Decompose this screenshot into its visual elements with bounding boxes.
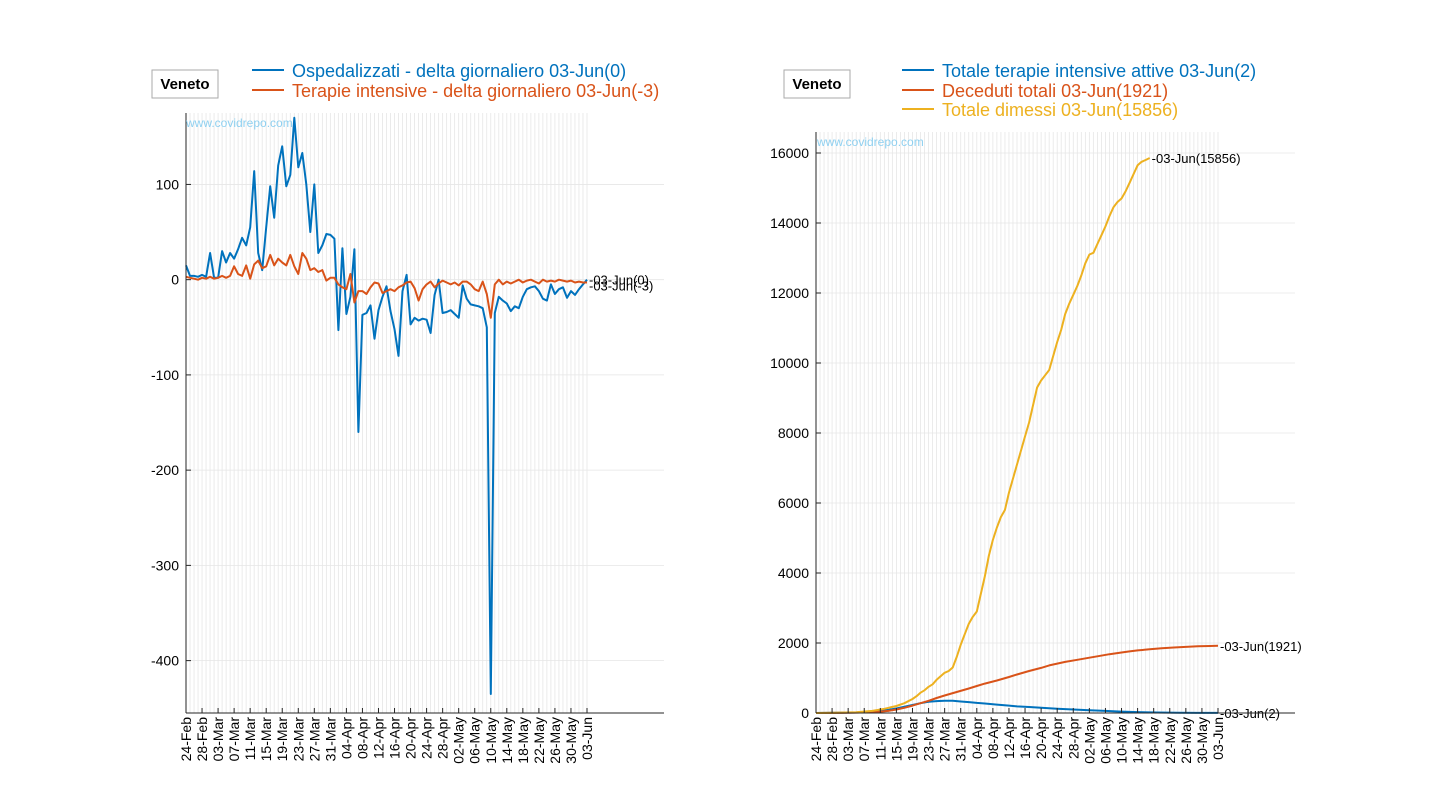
chart-daily-delta: -03-Jun(0)-03-Jun(-3) -400 -300 -200 -100 0 1… xyxy=(151,61,664,764)
x-tick-label: 04-Apr xyxy=(338,717,354,759)
x-tick-label: 03-Jun xyxy=(1210,717,1226,760)
y-tick-label: 0 xyxy=(801,705,809,721)
x-tick-label: 20-Apr xyxy=(1033,717,1049,759)
legend: Ospedalizzati - delta giornaliero 03-Jun… xyxy=(252,61,659,101)
y-tick-label: -400 xyxy=(151,653,179,669)
x-tick-label: 26-May xyxy=(547,717,563,764)
x-tick-label: 15-Mar xyxy=(258,717,274,762)
x-tick-label: 30-May xyxy=(1194,717,1210,764)
x-tick-label: 02-May xyxy=(451,717,467,764)
y-tick-label: 14000 xyxy=(770,215,809,231)
chart-totals: -03-Jun(2)-03-Jun(1921)-03-Jun(15856) 02… xyxy=(770,61,1302,764)
x-tick-label: 16-Apr xyxy=(1017,717,1033,759)
axes: 0 2000 4000 6000 8000 10000 12000 14000 16000 24-… xyxy=(770,132,1295,764)
grid-lines xyxy=(185,113,664,713)
x-tick-label: 27-Mar xyxy=(937,717,953,762)
y-tick-label: 0 xyxy=(171,272,179,288)
x-tick-label: 14-May xyxy=(499,717,515,764)
series-line xyxy=(815,157,1151,714)
x-tick-label: 18-May xyxy=(515,717,531,764)
x-tick-label: 30-May xyxy=(563,717,579,764)
x-tick-label: 20-Apr xyxy=(403,717,419,759)
x-tick-label: 06-May xyxy=(1097,717,1113,764)
watermark: www.covidrepo.com xyxy=(185,116,293,130)
x-tick-label: 16-Apr xyxy=(387,717,403,759)
x-tick-label: 27-Mar xyxy=(306,717,322,762)
y-tick-label: 4000 xyxy=(778,565,809,581)
x-tick-label: 10-May xyxy=(1114,717,1130,764)
end-label: -03-Jun(15856) xyxy=(1152,151,1241,166)
x-tick-label: 28-Apr xyxy=(435,717,451,759)
y-tick-label: -200 xyxy=(151,462,179,478)
legend-label-discharged: Totale dimessi 03-Jun(15856) xyxy=(942,100,1178,120)
x-tick-label: 26-May xyxy=(1178,717,1194,764)
x-tick-label: 08-Apr xyxy=(985,717,1001,759)
plot-area: -03-Jun(2)-03-Jun(1921)-03-Jun(15856) xyxy=(815,151,1302,721)
end-label: -03-Jun(1921) xyxy=(1220,639,1302,654)
y-tick-label: 16000 xyxy=(770,145,809,161)
y-tick-label: 10000 xyxy=(770,355,809,371)
x-tick-label: 12-Apr xyxy=(1001,717,1017,759)
chart-title: Veneto xyxy=(160,76,209,93)
x-tick-label: 31-Mar xyxy=(322,717,338,762)
series-line xyxy=(185,252,587,319)
x-tick-label: 22-May xyxy=(531,717,547,764)
x-tick-label: 06-May xyxy=(467,717,483,764)
x-tick-label: 10-May xyxy=(483,717,499,764)
x-tick-label: 24-Feb xyxy=(808,717,824,762)
x-tick-label: 23-Mar xyxy=(921,717,937,762)
x-tick-label: 03-Jun xyxy=(579,717,595,760)
y-tick-label: 100 xyxy=(156,176,180,192)
end-label: -03-Jun(0) xyxy=(589,273,649,288)
y-tick-label: 12000 xyxy=(770,285,809,301)
x-tick-label: 24-Feb xyxy=(178,717,194,762)
legend-label-deaths: Deceduti totali 03-Jun(1921) xyxy=(942,81,1168,101)
legend-label-icu: Terapie intensive - delta giornaliero 03… xyxy=(292,81,659,101)
x-tick-label: 14-May xyxy=(1130,717,1146,764)
x-tick-label: 24-Apr xyxy=(1049,717,1065,759)
x-tick-label: 12-Apr xyxy=(370,717,386,759)
title-box: Veneto xyxy=(151,69,219,99)
y-tick-label: 8000 xyxy=(778,425,809,441)
x-tick-label: 08-Apr xyxy=(354,717,370,759)
x-tick-label: 02-May xyxy=(1081,717,1097,764)
chart-title: Veneto xyxy=(792,76,841,93)
grid-lines xyxy=(815,132,1295,714)
x-tick-label: 18-May xyxy=(1146,717,1162,764)
legend: Totale terapie intensive attive 03-Jun(2… xyxy=(902,61,1256,120)
x-tick-label: 28-Feb xyxy=(194,717,210,762)
watermark: www.covidrepo.com xyxy=(816,135,924,149)
x-tick-label: 03-Mar xyxy=(210,717,226,762)
legend-label-hospitalized: Ospedalizzati - delta giornaliero 03-Jun… xyxy=(292,61,626,81)
x-tick-label: 28-Apr xyxy=(1065,717,1081,759)
x-tick-label: 11-Mar xyxy=(242,717,258,761)
x-tick-label: 31-Mar xyxy=(953,717,969,762)
end-label: -03-Jun(-3) xyxy=(589,279,653,294)
y-tick-label: -100 xyxy=(151,367,179,383)
x-tick-label: 03-Mar xyxy=(840,717,856,762)
legend-label-icu-active: Totale terapie intensive attive 03-Jun(2… xyxy=(942,61,1256,81)
x-tick-label: 24-Apr xyxy=(419,717,435,759)
x-tick-label: 22-May xyxy=(1162,717,1178,764)
x-tick-label: 04-Apr xyxy=(969,717,985,759)
y-tick-label: 2000 xyxy=(778,635,809,651)
x-tick-label: 15-Mar xyxy=(888,717,904,762)
axes: -400 -300 -200 -100 0 100 24-Feb 28-Feb 03-Mar 07… xyxy=(151,113,664,764)
x-tick-label: 19-Mar xyxy=(274,717,290,762)
x-tick-label: 07-Mar xyxy=(856,717,872,762)
y-tick-label: 6000 xyxy=(778,495,809,511)
plot-area: -03-Jun(0)-03-Jun(-3) xyxy=(185,116,653,695)
x-tick-label: 23-Mar xyxy=(290,717,306,762)
y-tick-label: -300 xyxy=(151,557,179,573)
series-line xyxy=(815,644,1219,714)
x-tick-label: 07-Mar xyxy=(226,717,242,762)
x-tick-label: 19-Mar xyxy=(904,717,920,762)
x-tick-label: 28-Feb xyxy=(824,717,840,762)
series-line xyxy=(185,116,588,695)
x-tick-label: 11-Mar xyxy=(872,717,888,761)
title-box: Veneto xyxy=(783,69,851,99)
